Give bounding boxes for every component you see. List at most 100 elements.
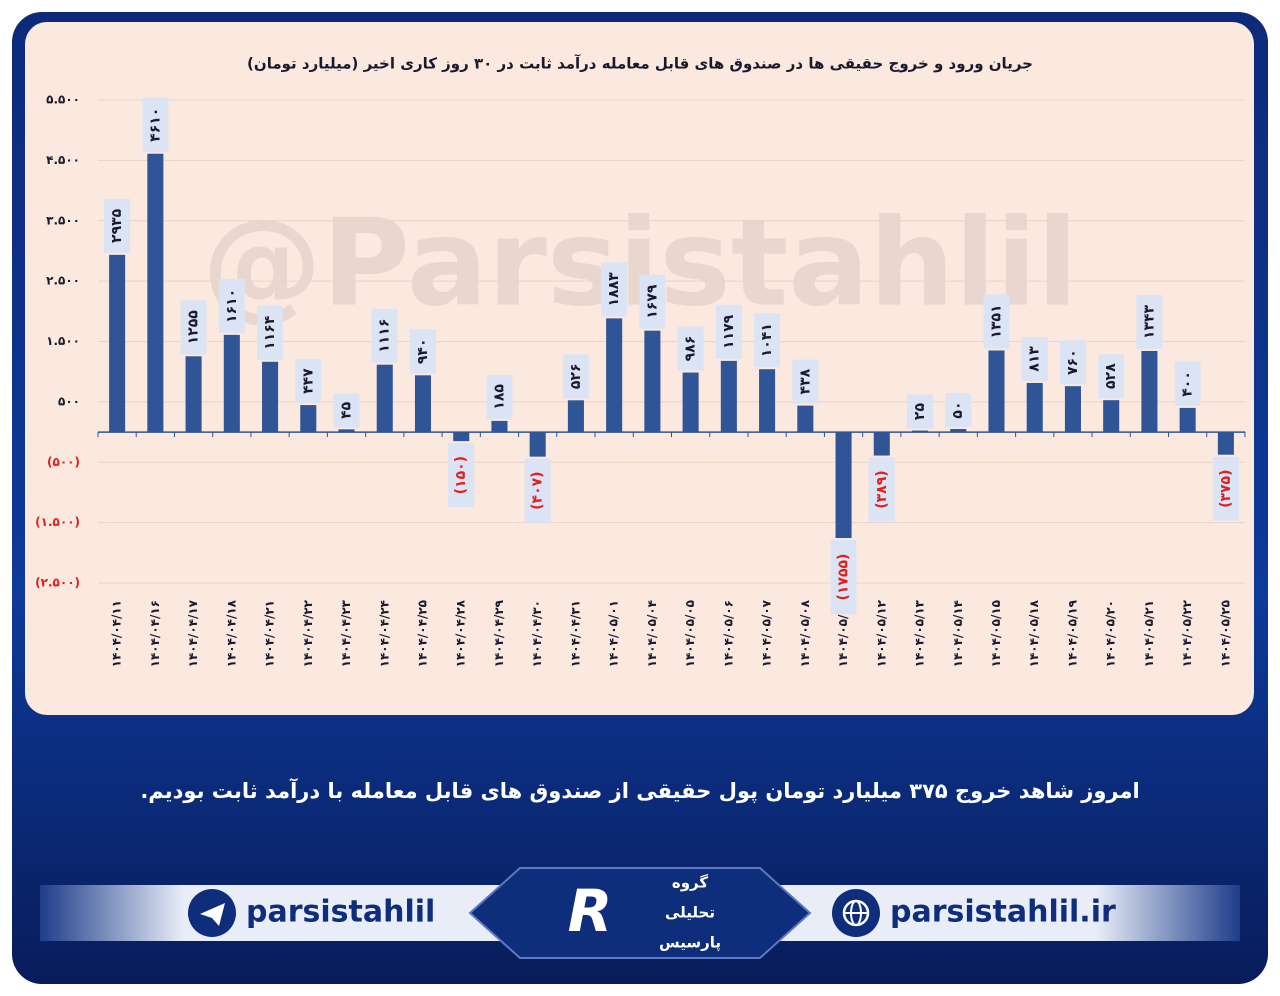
bar <box>262 361 279 433</box>
value-label: ۱۸۵ <box>491 384 507 410</box>
bar <box>1064 386 1081 433</box>
value-label: ۱۸۸۳ <box>606 272 622 307</box>
value-label-bg <box>792 359 819 404</box>
x-tick-label: ۱۴۰۴/۰۵/۲۰ <box>1104 600 1118 667</box>
value-label-bg <box>1212 456 1239 521</box>
x-tick-label: ۱۴۰۴/۰۴/۲۱ <box>263 600 277 667</box>
value-label: ۱۱۷۹ <box>721 314 737 349</box>
y-tick-label: ۵.۵۰۰ <box>46 93 80 107</box>
bar <box>567 400 584 433</box>
value-label-bg <box>142 97 169 152</box>
value-label-bg <box>218 278 245 333</box>
x-tick-label: ۱۴۰۴/۰۴/۳۱ <box>568 600 582 667</box>
value-label: (۳۷۵) <box>1218 469 1234 507</box>
value-label: ۴۰۰ <box>1180 371 1196 397</box>
value-label: ۱۶۱۰ <box>224 289 240 323</box>
value-label: ۵۲۶ <box>568 363 584 389</box>
value-label: ۱۱۶۴ <box>262 315 278 350</box>
telegram-plane <box>200 903 225 926</box>
value-label-bg <box>257 305 284 360</box>
value-label-bg <box>1098 354 1125 399</box>
value-label: ۴۳۸ <box>797 368 813 394</box>
bar <box>185 356 202 433</box>
bar <box>797 405 814 433</box>
plot: (۲.۵۰۰) (۱.۵۰۰) (۵۰۰) ۵۰۰ ۱.۵۰۰ ۲.۵۰۰ ۳.۵۰۰ ۴.۵… <box>35 93 1246 667</box>
bar <box>414 375 432 433</box>
bar <box>300 405 317 433</box>
chart-panel <box>25 22 1254 715</box>
value-label: ۲۵ <box>912 403 928 421</box>
value-label: (۴۰۷) <box>530 471 546 509</box>
value-label-bg <box>524 458 551 523</box>
bar <box>950 429 967 433</box>
value-label: ۹۸۶ <box>683 336 699 362</box>
bar <box>223 334 240 433</box>
y-tick-label: ۳.۵۰۰ <box>46 213 80 227</box>
globe-meridian <box>850 900 862 926</box>
y-tick-label: ۱.۵۰۰ <box>46 334 80 348</box>
bar <box>147 153 164 433</box>
x-tick-label: ۱۴۰۴/۰۴/۲۵ <box>415 600 429 667</box>
value-label-bg <box>333 393 360 428</box>
bar <box>606 318 623 433</box>
value-label: ۹۴۰ <box>415 338 431 364</box>
x-tick-label: ۱۴۰۴/۰۴/۲۸ <box>454 599 468 667</box>
logo-plate <box>468 867 812 959</box>
x-tick-label: ۱۴۰۴/۰۴/۲۴ <box>377 600 391 667</box>
y-tick-label: (۱.۵۰۰) <box>35 515 80 529</box>
value-label-bg <box>1174 361 1201 406</box>
x-tick-label: ۱۴۰۴/۰۵/۱۱ <box>836 600 850 667</box>
value-label-bg <box>180 300 207 355</box>
value-label-bg <box>945 393 972 428</box>
bar <box>491 420 508 433</box>
bar <box>376 364 393 433</box>
bar <box>873 432 890 456</box>
x-tick-label: ۱۴۰۴/۰۵/۱۹ <box>1065 599 1079 667</box>
x-tick-label: ۱۴۰۴/۰۴/۲۹ <box>492 599 506 667</box>
x-tick-label: ۱۴۰۴/۰۵/۲۱ <box>1142 600 1156 667</box>
value-label-bg <box>677 326 704 371</box>
y-tick-label: ۵۰۰ <box>58 394 80 408</box>
telegram-handle[interactable]: parsistahlil <box>246 895 435 930</box>
value-label-bg <box>371 308 398 363</box>
bar <box>835 432 852 539</box>
x-tick-label: ۱۴۰۴/۰۵/۲۲ <box>1180 599 1194 667</box>
bar <box>529 432 546 457</box>
x-tick-label: ۱۴۰۴/۰۵/۱۸ <box>1027 599 1041 667</box>
value-label-bg <box>409 329 436 374</box>
y-tick-label: ۴.۵۰۰ <box>46 153 80 167</box>
x-tick-label: ۱۴۰۴/۰۵/۰۴ <box>645 600 659 667</box>
value-label: (۱۵۰) <box>453 456 469 494</box>
value-label: ۱۰۴۱ <box>759 323 775 357</box>
value-label-bg <box>715 304 742 359</box>
value-label: ۵۲۸ <box>1103 363 1119 389</box>
logo-line: پارسیس <box>659 934 721 953</box>
bar <box>988 350 1005 433</box>
y-tick-label: (۵۰۰) <box>47 455 80 469</box>
value-label-bg <box>562 354 589 399</box>
bar <box>1179 407 1196 433</box>
x-tick-label: ۱۴۰۴/۰۵/۰۸ <box>798 599 812 667</box>
bar <box>109 254 126 433</box>
x-tick-label: ۱۴۰۴/۰۵/۰۶ <box>721 600 735 667</box>
footer-text: امروز شاهد خروج ۳۷۵ میلیارد تومان پول حق… <box>140 778 1139 804</box>
bar <box>644 330 661 433</box>
bar <box>1141 350 1158 433</box>
value-label-bg <box>1021 336 1048 381</box>
value-label: ۴۶۱۰ <box>147 108 163 142</box>
x-tick-label: ۱۴۰۴/۰۵/۱۲ <box>874 599 888 667</box>
website[interactable]: parsistahlil.ir <box>890 895 1116 930</box>
x-tick-label: ۱۴۰۴/۰۵/۱۴ <box>951 600 965 667</box>
bar <box>759 369 776 433</box>
value-label: ۱۱۱۶ <box>377 319 393 353</box>
value-label-bg <box>983 294 1010 349</box>
value-label: ۱۳۵۱ <box>988 304 1004 338</box>
value-label-bg <box>448 443 475 508</box>
bar <box>720 360 737 433</box>
y-tick-label: (۲.۵۰۰) <box>35 576 80 590</box>
x-tick-label: ۱۴۰۴/۰۴/۱۷ <box>186 599 200 667</box>
value-label: (۳۸۹) <box>874 470 890 508</box>
value-label-bg <box>295 359 322 404</box>
bar <box>453 432 470 442</box>
